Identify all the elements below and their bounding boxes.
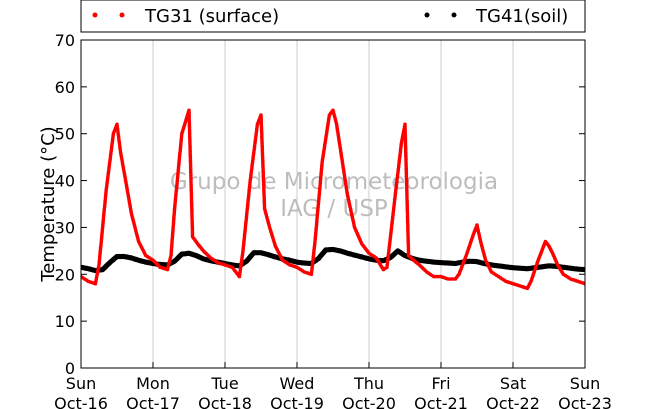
legend-label-tg41: TG41(soil): [475, 6, 568, 27]
y-axis-label: Temperature (°C): [38, 126, 59, 282]
legend-marker-tg31-b: [119, 12, 125, 18]
data-point: [582, 267, 585, 273]
x-tick-label-date: Oct-19: [270, 394, 324, 409]
x-tick-label-date: Oct-23: [558, 394, 612, 409]
y-axis: 0 10 20 30 40 50 60 70: [55, 31, 585, 378]
x-tick-label-day: Sat: [500, 374, 526, 393]
x-tick-label-date: Oct-16: [54, 394, 108, 409]
y-tick-label: 0: [65, 359, 75, 378]
x-axis: SunOct-16MonOct-17TueOct-18WedOct-19ThuO…: [54, 362, 612, 409]
grid: [152, 40, 514, 368]
legend-label-tg31: TG31 (surface): [144, 6, 279, 27]
watermark-line-2: IAG / USP: [280, 196, 388, 222]
x-tick-label-day: Sun: [66, 374, 96, 393]
legend: [80, 0, 586, 33]
legend-marker-tg41-a: [424, 12, 430, 18]
x-tick-label-day: Wed: [280, 374, 315, 393]
y-tick-label: 70: [55, 31, 75, 50]
y-tick-label: 20: [55, 265, 75, 284]
x-tick-label-date: Oct-20: [342, 394, 396, 409]
series-tg31-surface: [81, 108, 585, 291]
y-tick-label: 50: [55, 125, 75, 144]
y-tick-label: 30: [55, 218, 75, 237]
x-tick-label-date: Oct-22: [486, 394, 540, 409]
x-tick-label-day: Sun: [570, 374, 600, 393]
y-tick-label: 40: [55, 172, 75, 191]
x-tick-label-day: Tue: [210, 374, 238, 393]
x-tick-label-date: Oct-17: [126, 394, 180, 409]
x-tick-label-day: Thu: [353, 374, 384, 393]
x-tick-label-date: Oct-18: [198, 394, 252, 409]
y-tick-label: 60: [55, 78, 75, 97]
plot-frame: [80, 39, 586, 369]
x-tick-label-date: Oct-21: [414, 394, 468, 409]
x-tick-label-day: Mon: [136, 374, 170, 393]
legend-marker-tg41-b: [451, 12, 457, 18]
watermark-line-1: Grupo de Micrometeorologia: [170, 169, 498, 195]
y-tick-label: 10: [55, 312, 75, 331]
series-tg41-soil: [81, 246, 585, 274]
plot-area: [81, 40, 585, 368]
x-tick-label-day: Fri: [431, 374, 450, 393]
legend-marker-tg31-a: [92, 12, 98, 18]
